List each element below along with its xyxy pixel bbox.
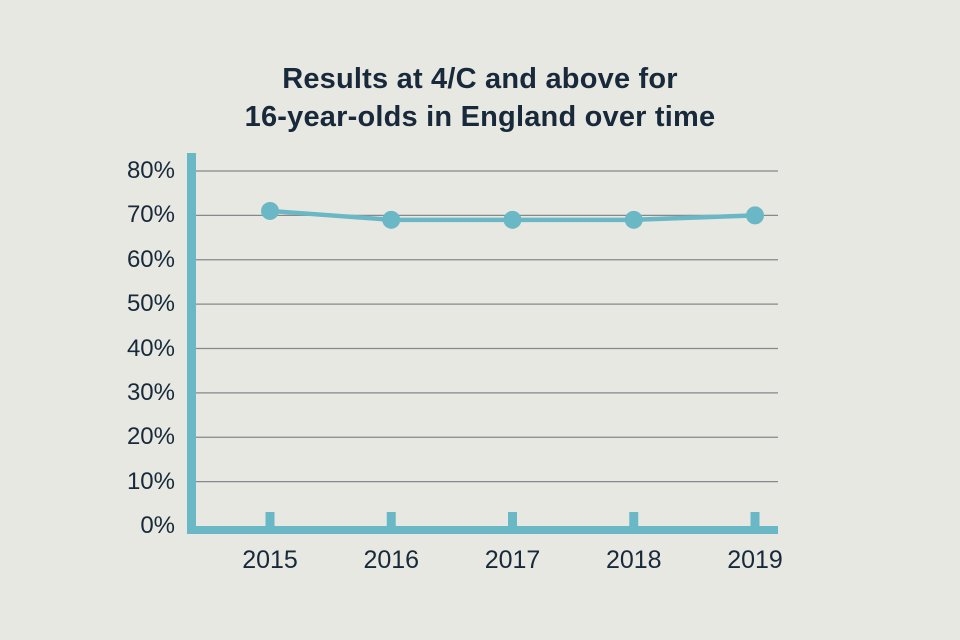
x-tick-2018 [629,512,639,526]
x-tick-label-2016: 2016 [363,546,420,574]
data-point-2019 [746,206,764,225]
chart-title-line2: 16-year-olds in England over time [244,101,716,133]
data-point-2018 [624,210,643,229]
y-tick-label-50: 50% [126,290,175,318]
y-tick-label-30: 30% [126,378,175,406]
x-tick-label-2015: 2015 [242,546,298,574]
x-tick-2015 [265,512,275,526]
chart-title: Results at 4/C and above for 16-year-old… [0,60,960,136]
data-point-2016 [382,210,401,229]
chart-canvas [187,153,778,534]
x-tick-label-2017: 2017 [484,546,541,574]
x-tick-label-2019: 2019 [727,546,783,574]
y-tick-label-20: 20% [126,423,175,451]
y-tick-label-70: 70% [126,201,175,229]
y-tick-label-40: 40% [126,334,175,362]
chart-title-line1: Results at 4/C and above for [282,63,678,95]
x-axis-line [187,526,778,534]
y-axis-line [187,153,196,534]
y-tick-label-60: 60% [126,245,175,273]
data-point-2017 [503,210,522,229]
x-tick-2016 [386,512,396,526]
y-tick-label-80: 80% [126,157,175,184]
plot-area: 0% 10% 20% 30% 40% 50% 60% 70% 80% 2015 2016 2017 20… [127,153,783,574]
data-point-2015 [261,201,279,220]
x-tick-label-2018: 2018 [605,546,662,574]
y-tick-label-10: 10% [126,467,175,495]
x-tick-2019 [750,512,760,526]
y-tick-label-0: 0% [140,512,175,539]
x-tick-2017 [508,512,517,526]
